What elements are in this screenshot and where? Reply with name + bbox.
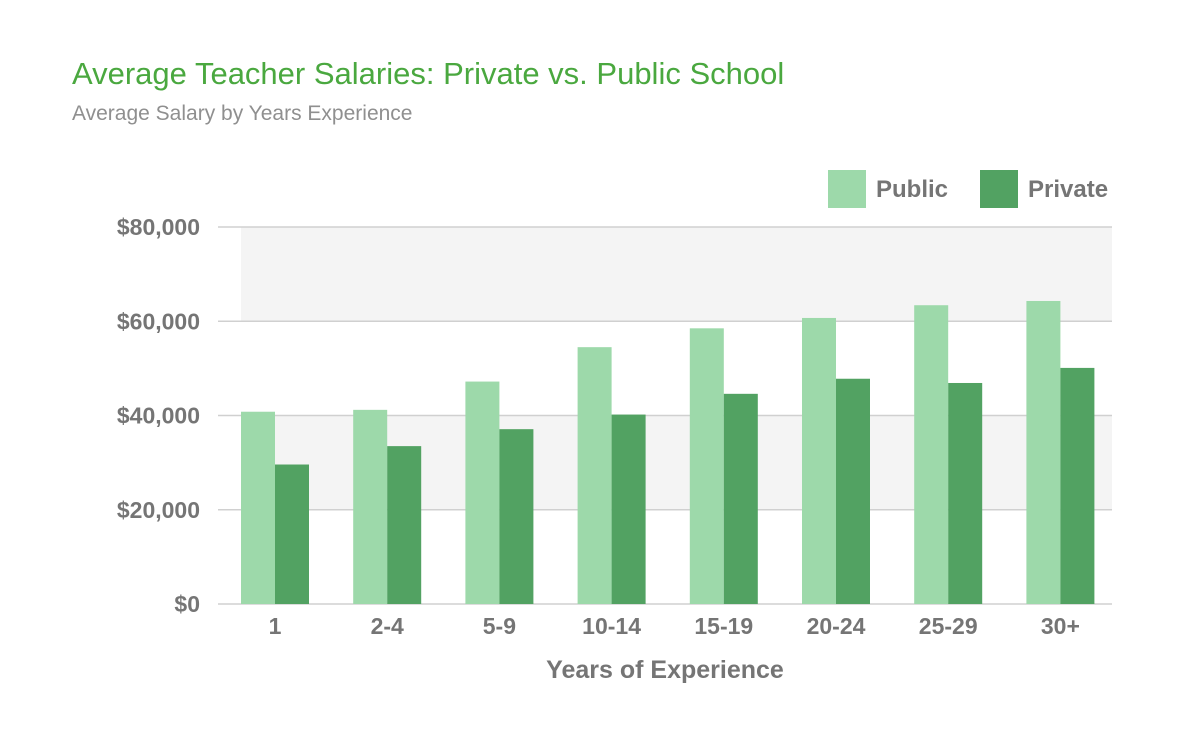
bar-private [948,382,983,604]
legend-label-public: Public [876,176,948,203]
y-tick-label: $0 [174,591,200,617]
x-axis-title: Years of Experience [546,656,784,684]
bar-private [611,414,646,604]
x-tick-label: 1 [269,613,282,639]
bar-public [465,381,500,604]
bar-public [914,305,949,604]
bar-private [387,446,422,604]
chart-subtitle: Average Salary by Years Experience [72,102,413,125]
bar-public [802,317,836,604]
y-tick-label: $20,000 [117,497,200,523]
grid-band [241,227,1112,322]
bar-private [275,464,309,604]
y-tick-label: $40,000 [117,403,200,429]
x-tick-label: 15-19 [694,613,753,639]
bar-public [1026,300,1061,604]
chart-title: Average Teacher Salaries: Private vs. Pu… [72,56,785,91]
x-tick-label: 20-24 [807,613,866,639]
x-tick-label: 5-9 [483,613,516,639]
y-tick-label: $80,000 [117,214,200,240]
bar-private [1060,367,1095,604]
bar-public [353,409,388,604]
x-tick-label: 2-4 [371,613,404,639]
bar-public [241,411,275,604]
legend-swatch-public [828,170,866,208]
y-tick-label: $60,000 [117,308,200,334]
bar-public [577,347,612,604]
legend-label-private: Private [1028,176,1108,203]
legend-swatch-private [980,170,1018,208]
x-tick-label: 10-14 [582,613,641,639]
x-tick-label: 30+ [1041,613,1080,639]
x-tick-label: 25-29 [919,613,978,639]
bar-private [836,378,870,604]
bar-private [723,393,758,604]
bar-private [499,429,534,604]
bar-public [689,328,724,604]
